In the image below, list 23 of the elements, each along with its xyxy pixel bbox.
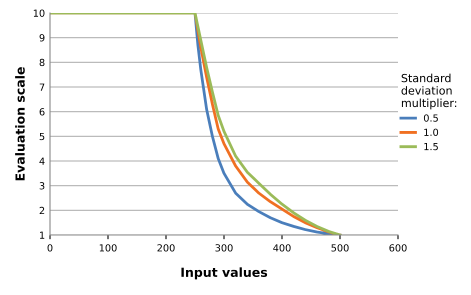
y-tick-label: 5: [40, 132, 44, 140]
y-tick-label: 3: [40, 182, 44, 190]
legend-label: 1.0: [424, 128, 438, 136]
x-tick-label: 600: [389, 244, 407, 252]
x-tick-label: 200: [157, 244, 175, 252]
y-tick-label: 10: [34, 9, 44, 17]
y-tick-label: 1: [40, 232, 44, 239]
x-tick-label: 100: [100, 244, 117, 252]
legend-title: Standard deviation multiplier:: [402, 74, 456, 110]
y-axis-title: Evaluation scale: [15, 67, 25, 180]
legend-label: 0.5: [424, 114, 438, 122]
x-tick-label: 400: [273, 244, 291, 252]
x-tick-label: 500: [331, 244, 349, 252]
x-axis-title: Input values: [181, 267, 268, 280]
y-tick-label: 4: [39, 158, 45, 165]
y-tick-label: 8: [40, 58, 44, 66]
x-tick-label: 0: [48, 244, 52, 252]
legend-label: 1.5: [424, 143, 438, 150]
y-tick-label: 6: [40, 108, 45, 116]
y-tick-label: 7: [40, 84, 44, 91]
y-tick-label: 2: [40, 206, 44, 214]
x-tick-label: 300: [215, 244, 233, 252]
y-tick-label: 9: [40, 34, 44, 42]
